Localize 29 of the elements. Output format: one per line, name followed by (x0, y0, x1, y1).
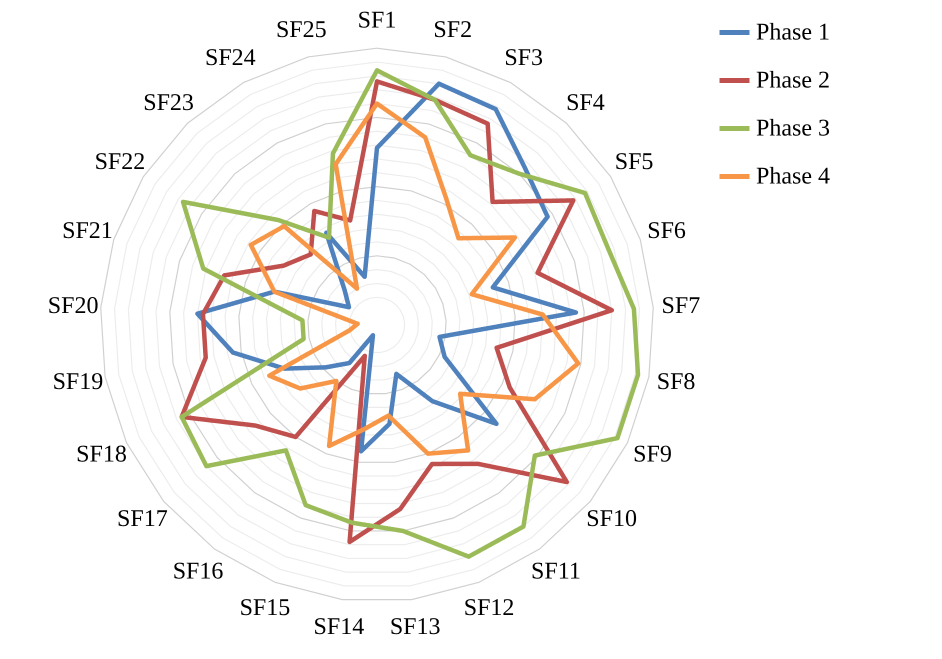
spoke-label: SF11 (531, 558, 581, 584)
legend-label: Phase 2 (756, 68, 830, 94)
spoke-label: SF19 (52, 369, 104, 396)
spoke-label: SF4 (566, 90, 605, 116)
spoke-label: SF9 (633, 442, 672, 468)
spoke-label: SF7 (662, 292, 700, 319)
spoke-label: SF1 (358, 8, 396, 34)
spoke-label: SF12 (464, 595, 514, 622)
spoke-label: SF25 (276, 17, 327, 44)
spoke-label: SF23 (143, 90, 194, 116)
spoke-label: SF16 (172, 558, 224, 584)
spoke-label: SF10 (586, 506, 637, 532)
spoke-label: SF18 (76, 442, 127, 468)
spoke-label: SF14 (313, 614, 364, 640)
spoke-label: SF6 (647, 218, 686, 244)
spoke-label: SF8 (656, 369, 696, 396)
spoke-label: SF20 (48, 292, 98, 319)
spoke-label: SF21 (62, 218, 113, 244)
spoke-label: SF24 (204, 45, 256, 72)
spoke-label: SF13 (390, 614, 441, 640)
legend-label: Phase 3 (756, 116, 830, 142)
spoke-label: SF2 (433, 17, 472, 44)
spoke-label: SF15 (240, 595, 290, 622)
legend-label: Phase 4 (756, 164, 830, 190)
spoke-label: SF5 (614, 148, 654, 175)
spoke-label: SF17 (117, 506, 168, 532)
spoke-label: SF22 (94, 148, 146, 175)
legend-label: Phase 1 (756, 20, 830, 46)
spoke-label: SF3 (504, 45, 544, 72)
